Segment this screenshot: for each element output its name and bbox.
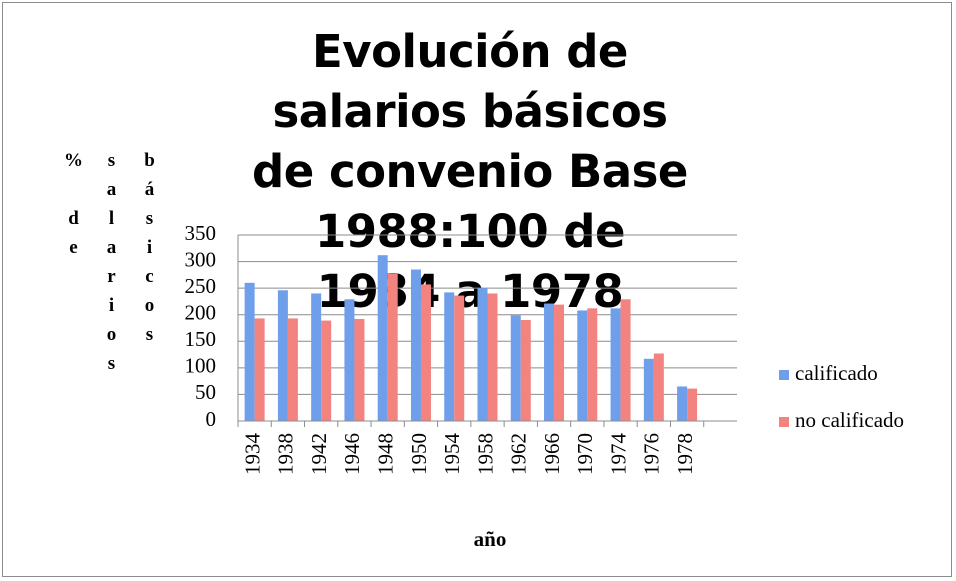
x-tick-label: 1966 [540, 433, 564, 475]
x-tick-label: 1962 [507, 433, 531, 475]
x-axis-label: año [474, 527, 507, 551]
y-tick-label: 150 [185, 327, 217, 351]
x-tick-label: 1974 [606, 433, 630, 476]
bar [643, 358, 654, 421]
bar [321, 320, 332, 421]
x-tick-label: 1938 [274, 433, 298, 475]
x-tick-label: 1948 [374, 433, 398, 475]
x-tick-label: 1978 [673, 433, 697, 475]
bar [587, 308, 598, 421]
legend-label: calificado [795, 361, 878, 385]
bar [311, 293, 322, 421]
y-tick-label: 250 [185, 274, 217, 298]
bar [687, 388, 698, 421]
x-tick-label: 1954 [440, 433, 464, 476]
x-tick-label: 1946 [340, 433, 364, 475]
y-tick-label: 300 [185, 247, 217, 271]
x-tick-label: 1976 [640, 433, 664, 475]
bar [254, 318, 265, 421]
bar [410, 269, 421, 421]
y-tick-label: 50 [195, 380, 216, 404]
bar [420, 284, 431, 421]
bar [444, 292, 455, 421]
x-tick-label: 1942 [307, 433, 331, 475]
y-tick-label: 350 [185, 221, 217, 245]
bar [620, 299, 631, 421]
bar [510, 315, 521, 421]
bar [344, 299, 355, 421]
legend-swatch [779, 370, 789, 380]
bar [554, 304, 565, 421]
legend-label: no calificado [795, 408, 904, 432]
bar [354, 318, 365, 421]
x-tick-label: 1950 [407, 433, 431, 475]
bar [277, 290, 288, 421]
bar [454, 295, 465, 421]
legend-swatch [779, 417, 789, 427]
x-tick-label: 1958 [473, 433, 497, 475]
bar [477, 288, 488, 421]
chart-title: Evolución de salarios básicos de conveni… [252, 25, 688, 318]
bar [520, 320, 531, 421]
y-tick-label: 0 [206, 407, 217, 431]
bar [387, 273, 398, 421]
y-tick-label: 200 [185, 301, 217, 325]
bar [653, 353, 664, 421]
bar [610, 308, 621, 421]
y-axis-label: % de salarios básicos [63, 150, 160, 382]
bar [677, 386, 688, 421]
bar [544, 303, 555, 421]
y-tick-label: 100 [185, 354, 217, 378]
bar [377, 255, 388, 421]
bar [287, 318, 298, 421]
x-tick-label: 1970 [573, 433, 597, 475]
x-tick-label: 1934 [240, 433, 264, 476]
bar [244, 282, 255, 421]
bar [577, 310, 588, 421]
bar [487, 293, 498, 421]
